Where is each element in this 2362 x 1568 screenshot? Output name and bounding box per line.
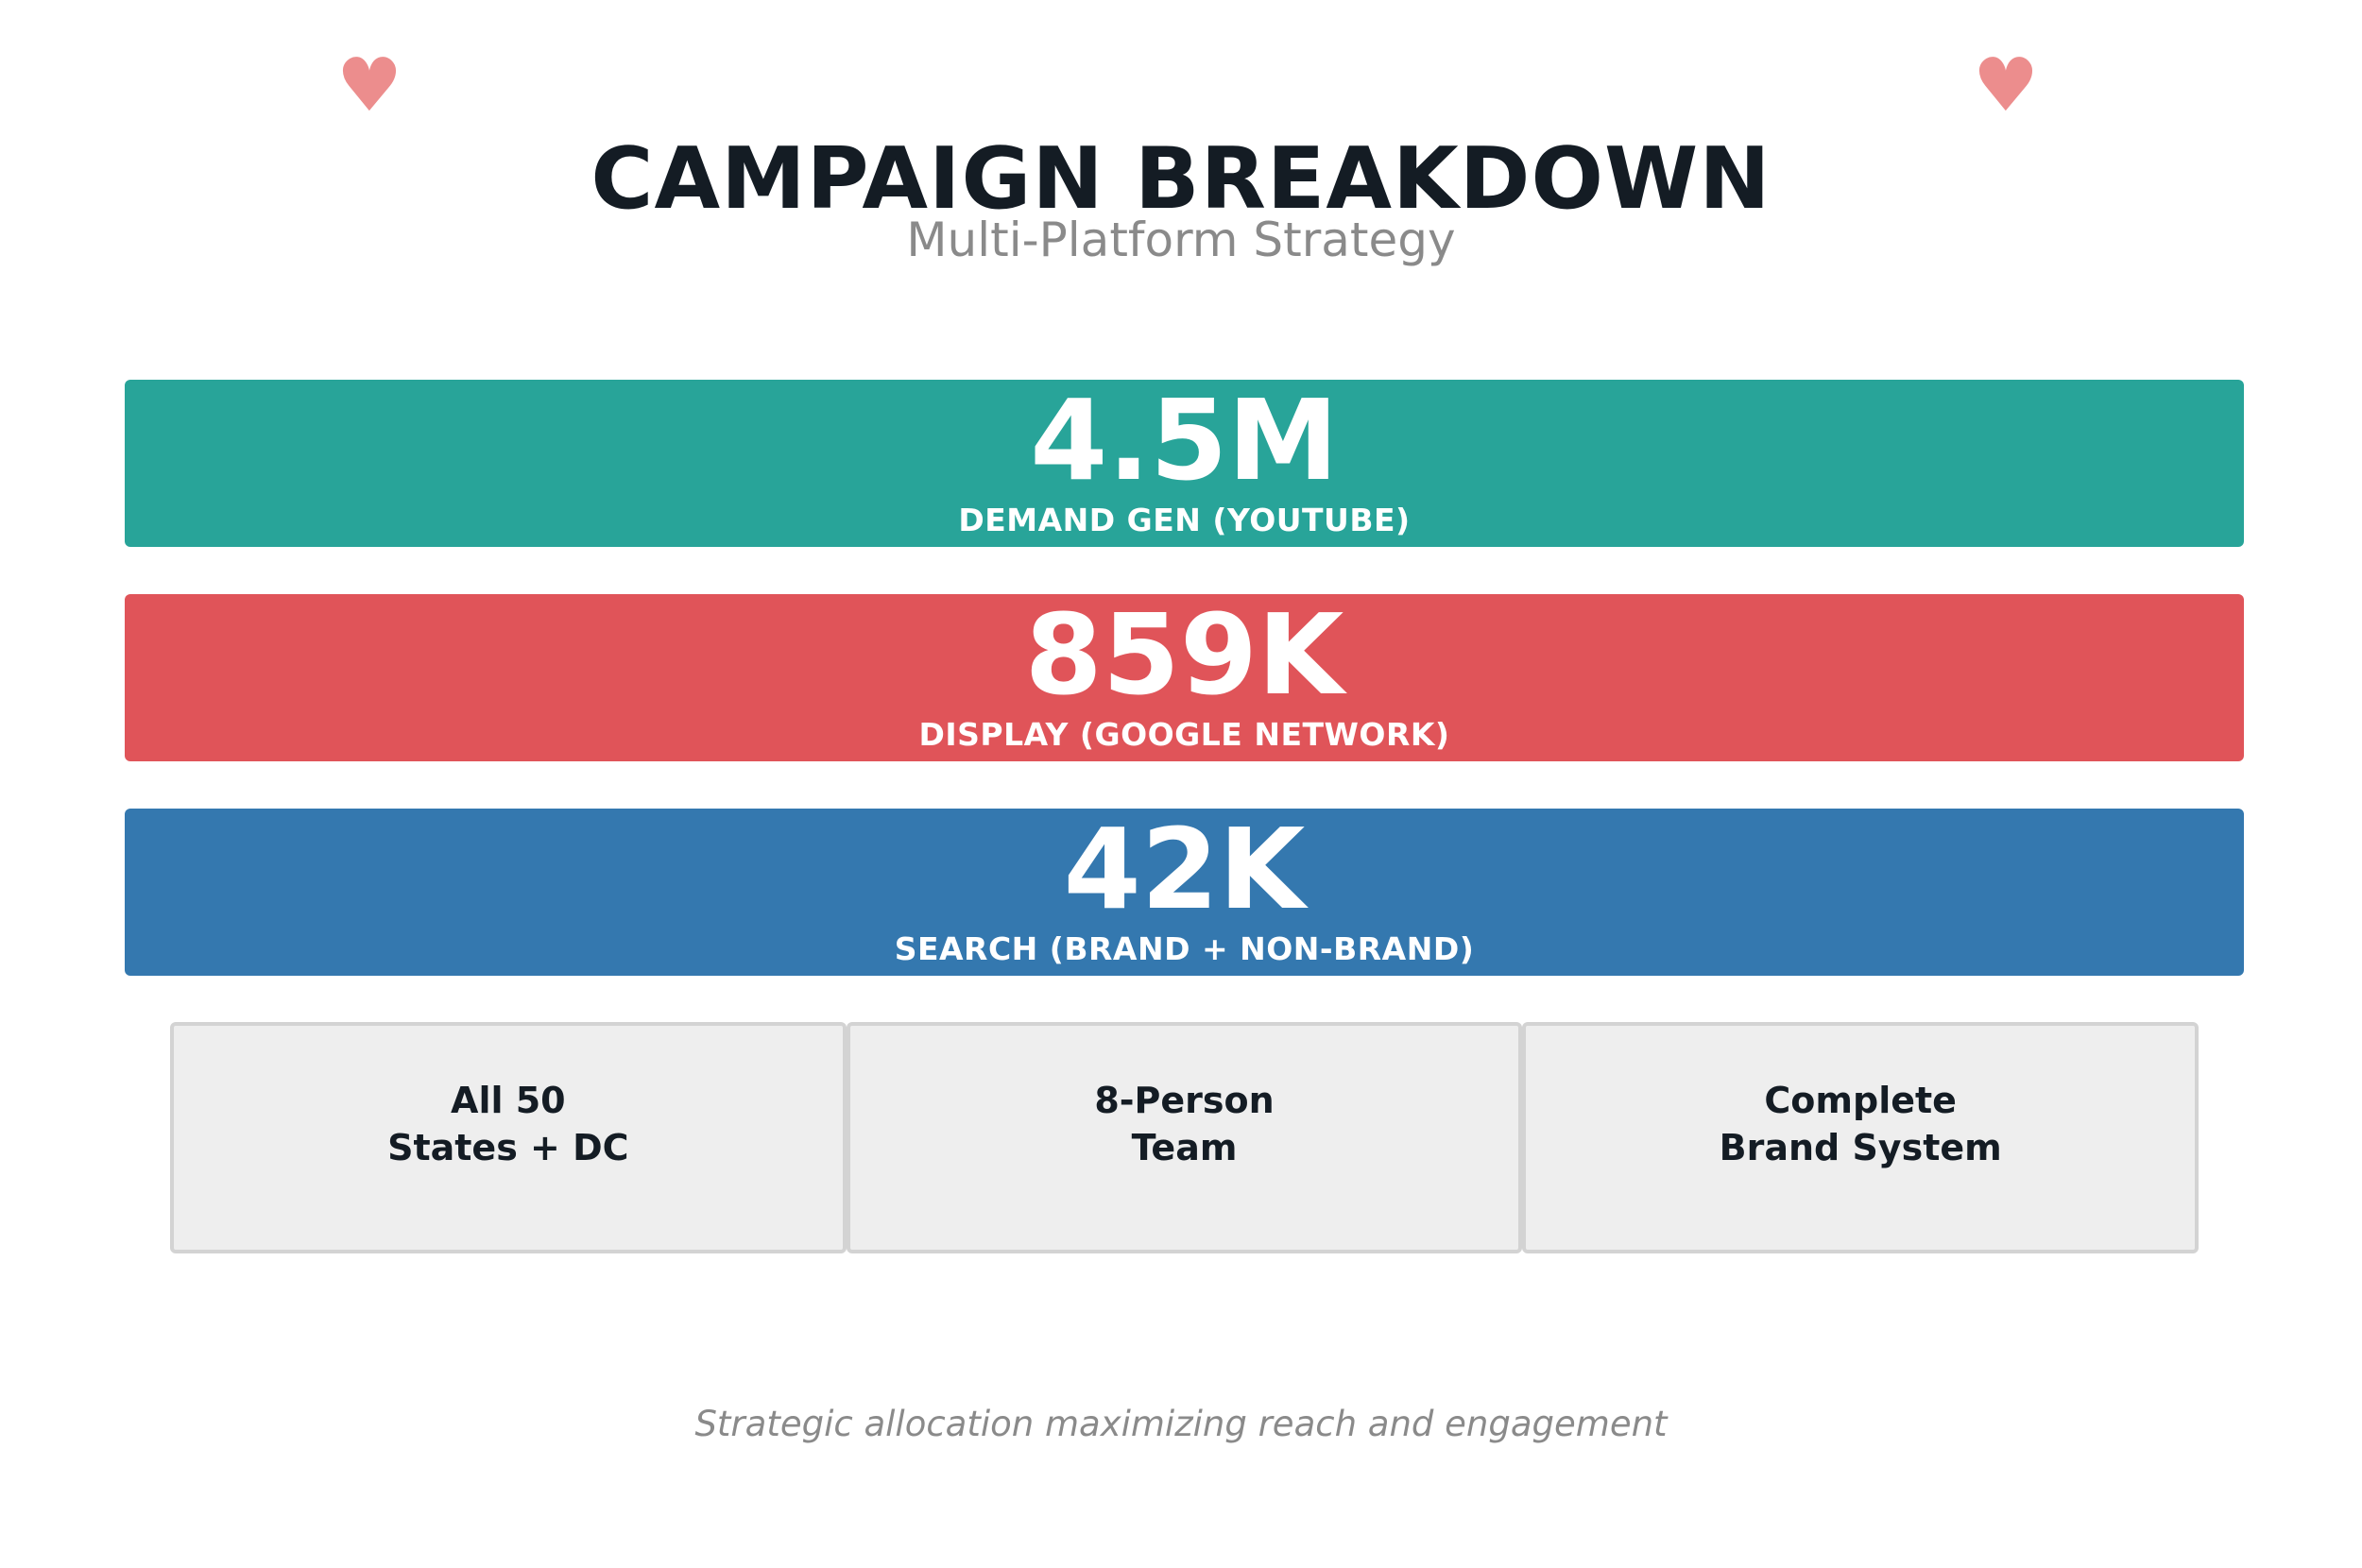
metric-value: 42K xyxy=(1063,804,1306,934)
page-subtitle: Multi-Platform Strategy xyxy=(906,213,1456,267)
metric-value: 4.5M xyxy=(1030,375,1339,505)
feature-card-brand: Complete Brand System xyxy=(1522,1022,2199,1253)
feature-line: 8-Person xyxy=(1094,1080,1275,1121)
metric-label: SEARCH (BRAND + NON-BRAND) xyxy=(894,930,1475,967)
metric-bar-demand-gen: 4.5M DEMAND GEN (YOUTUBE) xyxy=(125,376,2244,547)
metric-label: DEMAND GEN (YOUTUBE) xyxy=(958,502,1411,538)
heart-icon: ♥ xyxy=(1973,43,2039,128)
page-title: CAMPAIGN BREAKDOWN xyxy=(590,129,1772,229)
footer-caption: Strategic allocation maximizing reach an… xyxy=(694,1404,1668,1444)
metrics-list: 4.5M DEMAND GEN (YOUTUBE) 859K DISPLAY (… xyxy=(125,376,2244,1023)
metric-bar-search: 42K SEARCH (BRAND + NON-BRAND) xyxy=(125,805,2244,976)
feature-card-team: 8-Person Team xyxy=(846,1022,1523,1253)
feature-line: States + DC xyxy=(387,1127,629,1168)
metric-label: DISPLAY (GOOGLE NETWORK) xyxy=(918,716,1450,753)
feature-card-coverage: All 50 States + DC xyxy=(170,1022,847,1253)
feature-line: All 50 xyxy=(451,1080,566,1121)
feature-cards: All 50 States + DC 8-Person Team Complet… xyxy=(170,1022,2199,1253)
feature-line: Team xyxy=(1131,1127,1238,1168)
feature-line: Brand System xyxy=(1719,1127,2002,1168)
metric-value: 859K xyxy=(1024,589,1344,720)
feature-line: Complete xyxy=(1764,1080,1957,1121)
heart-icon: ♥ xyxy=(336,43,402,128)
metric-bar-display: 859K DISPLAY (GOOGLE NETWORK) xyxy=(125,590,2244,761)
